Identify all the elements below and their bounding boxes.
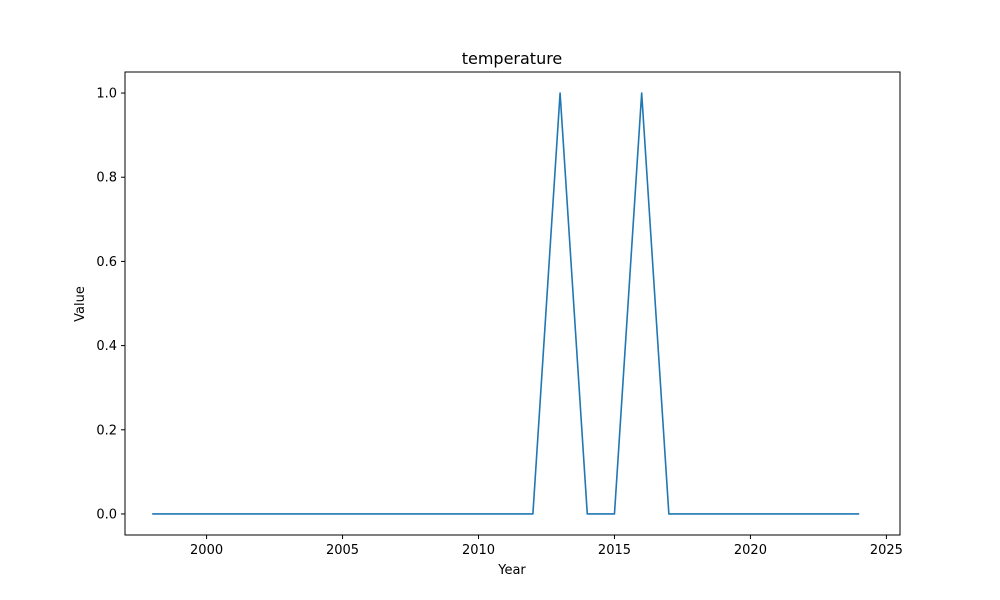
x-tick-label: 2015 <box>598 543 631 558</box>
x-tick-label: 2000 <box>190 543 223 558</box>
y-tick-label: 1.0 <box>96 87 117 102</box>
plot-area-frame <box>124 71 901 536</box>
y-tick-label: 0.2 <box>96 423 117 438</box>
x-tick-label: 2025 <box>870 543 903 558</box>
chart-title: temperature <box>462 49 563 68</box>
x-tick-label: 2010 <box>462 543 495 558</box>
y-tick-label: 0.0 <box>96 507 117 522</box>
x-tick-label: 2005 <box>326 543 359 558</box>
y-tick-label: 0.6 <box>96 255 117 270</box>
y-tick-label: 0.8 <box>96 171 117 186</box>
series-layer <box>152 92 860 515</box>
axis-ticks: 2000 2005 2010 2015 2020 2025 0.0 0.2 0.4 0.6 0.8 1… <box>96 87 903 558</box>
x-tick-label: 2020 <box>734 543 767 558</box>
x-axis-label: Year <box>497 563 526 578</box>
y-axis-label: Value <box>73 286 88 322</box>
y-tick-label: 0.4 <box>96 339 117 354</box>
